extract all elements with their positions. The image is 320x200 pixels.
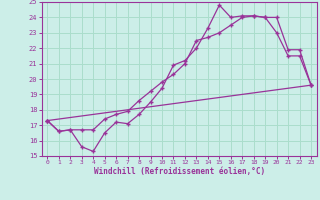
X-axis label: Windchill (Refroidissement éolien,°C): Windchill (Refroidissement éolien,°C) — [94, 167, 265, 176]
